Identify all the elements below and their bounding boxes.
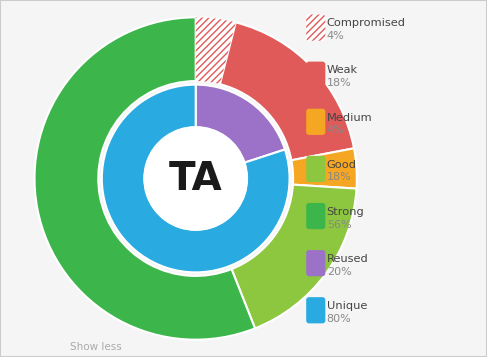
- FancyBboxPatch shape: [306, 15, 325, 41]
- Text: 4%: 4%: [327, 125, 344, 135]
- Wedge shape: [220, 22, 354, 160]
- Text: 20%: 20%: [327, 267, 352, 277]
- Wedge shape: [196, 85, 285, 163]
- Text: 4%: 4%: [327, 31, 344, 41]
- Circle shape: [144, 127, 247, 230]
- Text: 18%: 18%: [327, 78, 352, 88]
- Text: Medium: Medium: [327, 112, 373, 122]
- Text: Good: Good: [327, 160, 357, 170]
- Text: Compromised: Compromised: [327, 18, 406, 28]
- Text: Show less: Show less: [70, 342, 122, 352]
- Wedge shape: [231, 185, 356, 328]
- FancyBboxPatch shape: [306, 109, 325, 135]
- Wedge shape: [35, 17, 255, 340]
- Wedge shape: [102, 85, 290, 272]
- FancyBboxPatch shape: [306, 62, 325, 88]
- Text: 18%: 18%: [327, 172, 352, 182]
- FancyBboxPatch shape: [306, 250, 325, 276]
- Wedge shape: [196, 17, 236, 84]
- Text: Reused: Reused: [327, 254, 369, 264]
- FancyBboxPatch shape: [306, 297, 325, 323]
- FancyBboxPatch shape: [306, 156, 325, 182]
- Text: TA: TA: [169, 160, 223, 197]
- Wedge shape: [291, 148, 357, 188]
- Text: 80%: 80%: [327, 314, 352, 324]
- Text: Strong: Strong: [327, 207, 364, 217]
- Text: Weak: Weak: [327, 65, 358, 75]
- Text: 56%: 56%: [327, 220, 351, 230]
- Text: Unique: Unique: [327, 301, 367, 311]
- FancyBboxPatch shape: [306, 203, 325, 229]
